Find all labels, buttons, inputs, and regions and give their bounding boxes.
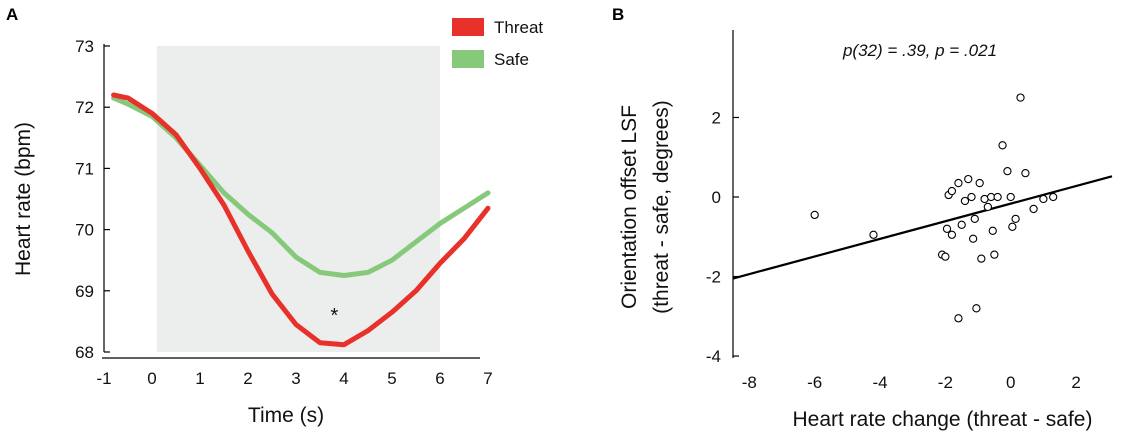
scatter-point xyxy=(983,202,992,212)
x-tick-label-b: -8 xyxy=(742,373,757,392)
y-tick-label-b: 2 xyxy=(712,108,721,127)
legend-label-threat: Threat xyxy=(494,18,543,37)
x-tick-label-a: 5 xyxy=(387,369,396,388)
panel-b-letter: B xyxy=(612,5,624,24)
scatter-point xyxy=(977,254,986,263)
x-tick-label-a: 6 xyxy=(435,369,444,388)
scatter-point xyxy=(988,226,997,235)
x-tick-label-a: 1 xyxy=(195,369,204,388)
series-line-threat xyxy=(111,92,491,348)
scatter-point xyxy=(998,141,1007,150)
scatter-point xyxy=(810,210,819,220)
scatter-point xyxy=(968,234,978,243)
y-tick-label-a: 69 xyxy=(75,282,94,301)
x-tick-label-b: 0 xyxy=(1006,373,1015,392)
y-tick-label-a: 68 xyxy=(75,343,94,362)
regression-line xyxy=(732,175,1113,280)
scatter-point xyxy=(941,252,950,261)
legend: Threat Safe xyxy=(452,18,543,69)
scatter-point xyxy=(960,196,970,206)
x-tick-label-b: -4 xyxy=(872,373,887,392)
scatter-point xyxy=(1011,214,1020,224)
scatter-point xyxy=(942,224,952,233)
x-axis-title-b: Heart rate change (threat - safe) xyxy=(793,408,1093,431)
scatter-point xyxy=(1049,192,1058,202)
scatter-point xyxy=(990,250,999,259)
y-tick-label-a: 72 xyxy=(75,98,94,117)
stimulus-period-shading xyxy=(156,46,441,352)
x-tick-label-a: 3 xyxy=(291,369,300,388)
y-tick-label-a: 73 xyxy=(75,37,94,56)
x-tick-label-a: -1 xyxy=(96,369,111,388)
scatter-point xyxy=(1029,204,1038,214)
scatter-point xyxy=(947,230,957,239)
scatter-point xyxy=(975,178,984,188)
x-tick-label-a: 0 xyxy=(147,369,156,388)
x-tick-label-b: -2 xyxy=(938,373,953,392)
y-tick-label-b: -2 xyxy=(706,268,721,287)
x-tick-label-a: 4 xyxy=(339,369,348,388)
scatter-point xyxy=(993,192,1002,202)
scatter-point xyxy=(1003,167,1012,176)
scatter-point xyxy=(964,174,973,184)
legend-label-safe: Safe xyxy=(494,50,529,69)
y-tick-label-a: 70 xyxy=(75,221,94,240)
panel-b-scatter-chart: -8 -6 -4 -2 0 2 -4-202 p(32) = .39, p = .021 … xyxy=(618,30,1113,431)
scatter-point xyxy=(1039,194,1048,204)
significance-star: * xyxy=(331,305,339,327)
y-axis-title-a: Heart rate (bpm) xyxy=(12,122,35,276)
scatter-point xyxy=(947,186,957,196)
y-tick-label-a: 71 xyxy=(75,159,94,178)
scatter-point xyxy=(1021,168,1030,178)
y-axis-title-b-line2: (threat - safe, degrees) xyxy=(650,100,673,314)
y-tick-label-b: -4 xyxy=(706,347,721,366)
y-axis-title-b-line1: Orientation offset LSF xyxy=(618,105,641,309)
legend-swatch-threat xyxy=(452,18,484,36)
scatter-point xyxy=(1008,222,1017,231)
scatter-point xyxy=(1016,93,1025,102)
correlation-stat: p(32) = .39, p = .021 xyxy=(842,41,997,60)
scatter-point xyxy=(1006,192,1015,202)
legend-swatch-safe xyxy=(452,50,484,68)
panel-a-letter: A xyxy=(6,5,18,24)
scatter-point xyxy=(869,230,878,239)
scatter-point xyxy=(954,314,963,323)
x-tick-label-b: -6 xyxy=(807,373,822,392)
x-tick-label-a: 2 xyxy=(243,369,252,388)
scatter-point xyxy=(970,214,979,224)
scatter-point xyxy=(967,192,976,202)
x-tick-label-b: 2 xyxy=(1071,373,1080,392)
scatter-point xyxy=(972,304,981,313)
y-tick-label-b: 0 xyxy=(712,188,721,207)
x-axis-title-a: Time (s) xyxy=(248,404,324,427)
x-tick-label-a: 7 xyxy=(483,369,492,388)
scatter-point xyxy=(954,178,963,188)
scatter-point xyxy=(957,220,966,229)
